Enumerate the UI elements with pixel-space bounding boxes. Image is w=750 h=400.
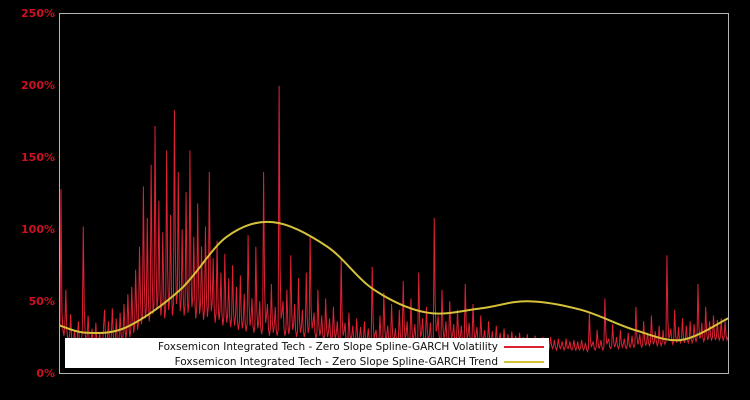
plot-area <box>59 13 729 374</box>
legend-label-trend: Foxsemicon Integrated Tech - Zero Slope … <box>174 355 498 368</box>
legend-item-trend: Foxsemicon Integrated Tech - Zero Slope … <box>66 354 548 369</box>
legend-item-volatility: Foxsemicon Integrated Tech - Zero Slope … <box>66 339 548 354</box>
series-volatility-line <box>60 85 728 354</box>
y-axis-tick-labels: 250% 200% 150% 100% 50% 0% <box>0 0 55 400</box>
y-tick-50: 50% <box>28 295 55 308</box>
chart-canvas <box>60 85 728 354</box>
series-trend-line <box>60 220 728 342</box>
legend-label-volatility: Foxsemicon Integrated Tech - Zero Slope … <box>158 340 498 353</box>
y-tick-250: 250% <box>21 7 55 20</box>
y-tick-200: 200% <box>21 79 55 92</box>
legend-swatch-trend <box>504 360 544 363</box>
y-tick-150: 150% <box>21 151 55 164</box>
y-tick-100: 100% <box>21 223 55 236</box>
chart-legend: Foxsemicon Integrated Tech - Zero Slope … <box>65 338 549 368</box>
legend-swatch-volatility <box>504 345 544 348</box>
y-tick-0: 0% <box>36 367 55 380</box>
